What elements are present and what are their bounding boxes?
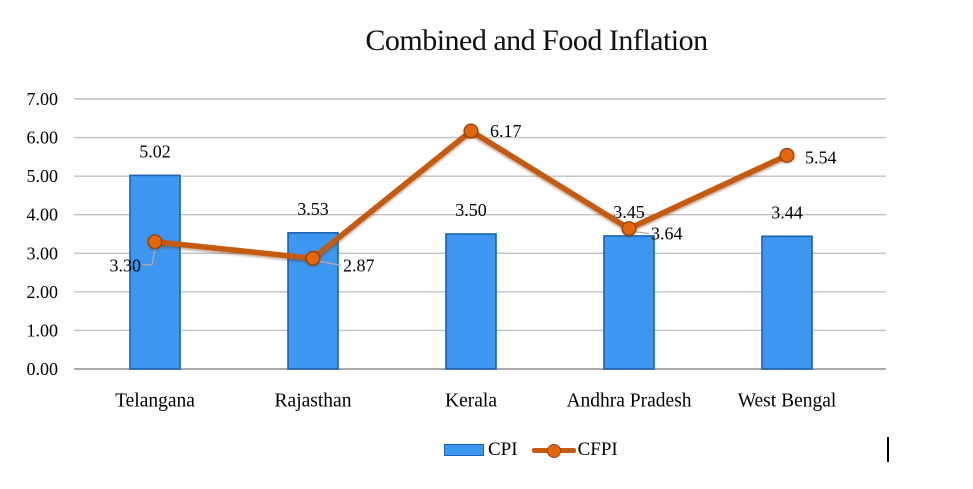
- cpi-value-label-west-bengal: 3.44: [771, 202, 803, 222]
- bar-telangana: [129, 174, 181, 370]
- y-tick-label: 0.00: [27, 359, 59, 379]
- cfpi-marker-kerala: [463, 123, 479, 139]
- x-axis-label-andhra-pradesh: Andhra Pradesh: [566, 391, 691, 412]
- x-axis-label-kerala: Kerala: [445, 391, 497, 412]
- y-tick-label: 3.00: [27, 243, 59, 263]
- x-axis-label-west-bengal: West Bengal: [738, 391, 837, 412]
- leader-line-telangana: [142, 248, 156, 266]
- cfpi-marker-west-bengal: [779, 147, 795, 163]
- leader-line-andhra-pradesh: [634, 230, 650, 235]
- cfpi-marker-telangana: [147, 234, 163, 250]
- y-tick-label: 4.00: [27, 205, 59, 225]
- cpi-value-label-telangana: 5.02: [139, 141, 171, 161]
- y-tick-label: 7.00: [27, 89, 59, 109]
- y-tick-label: 2.00: [27, 282, 59, 302]
- cfpi-value-label-kerala: 6.17: [490, 121, 522, 141]
- x-axis-label-telangana: Telangana: [115, 391, 195, 412]
- cfpi-marker-andhra-pradesh: [621, 221, 637, 237]
- cfpi-value-label-west-bengal: 5.54: [805, 147, 837, 167]
- y-tick-label: 5.00: [27, 166, 59, 186]
- bar-kerala: [445, 233, 497, 370]
- cpi-value-label-rajasthan: 3.53: [297, 199, 329, 219]
- bar-andhra-pradesh: [603, 235, 655, 370]
- leader-line-rajasthan: [318, 260, 342, 266]
- legend-item-cfpi: CFPI: [531, 439, 618, 461]
- line-swatch-icon: [531, 443, 576, 458]
- y-tick-label: 1.00: [27, 320, 59, 340]
- cfpi-value-label-rajasthan: 2.87: [343, 255, 375, 275]
- text-cursor-mark: [887, 437, 889, 462]
- bar-west-bengal: [761, 235, 813, 370]
- cfpi-marker-rajasthan: [305, 250, 321, 266]
- cfpi-value-label-telangana: 3.30: [110, 256, 142, 276]
- cpi-value-label-kerala: 3.50: [455, 200, 487, 220]
- y-tick-label: 6.00: [27, 128, 59, 148]
- chart-canvas: 0.00 1.00 2.00 3.00 4.00 5.00 6.00 7.00 5.02 3.53…: [27, 89, 886, 412]
- x-axis-label-rajasthan: Rajasthan: [275, 391, 352, 412]
- legend-item-cpi: CPI: [444, 439, 518, 461]
- legend-label-cpi: CPI: [488, 439, 518, 460]
- legend-label-cfpi: CFPI: [577, 439, 618, 460]
- chart-legend: CPI CFPI: [444, 439, 618, 461]
- cfpi-value-label-andhra-pradesh: 3.64: [651, 224, 683, 244]
- cpi-value-label-andhra-pradesh: 3.45: [613, 202, 645, 222]
- chart-title: Combined and Food Inflation: [365, 24, 708, 57]
- bar-swatch-icon: [444, 444, 484, 456]
